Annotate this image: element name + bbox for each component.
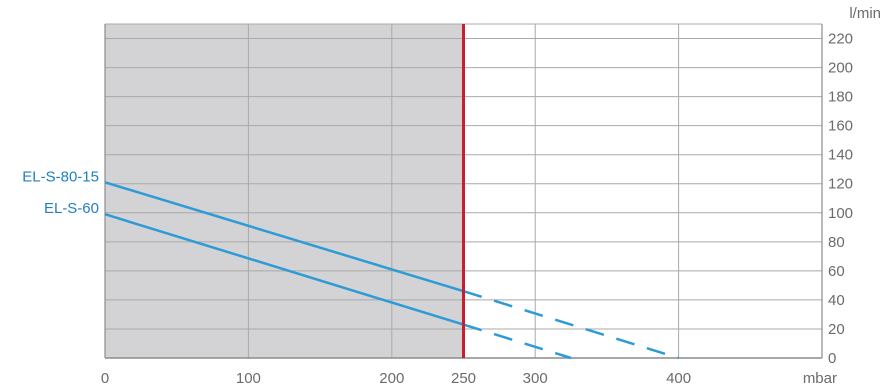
series-lines bbox=[104, 181, 679, 360]
y-tick-label-20: 20 bbox=[828, 321, 845, 338]
series-labels: EL-S-80-15 EL-S-60 bbox=[22, 168, 99, 217]
series-label-EL-S-60: EL-S-60 bbox=[44, 200, 99, 217]
x-tick-label-300: 300 bbox=[523, 370, 548, 385]
series-dashed-EL-S-80-15 bbox=[463, 290, 679, 360]
y-tick-label-140: 140 bbox=[828, 147, 853, 164]
shaded-region bbox=[105, 24, 464, 358]
x-tick-label-250: 250 bbox=[451, 370, 476, 385]
series-dashed-EL-S-60 bbox=[463, 323, 572, 360]
y-tick-label-160: 160 bbox=[828, 118, 853, 135]
y-tick-label-60: 60 bbox=[828, 263, 845, 280]
y-tick-label-80: 80 bbox=[828, 234, 845, 251]
series-line-EL-S-80-15 bbox=[104, 181, 464, 293]
y-tick-label-0: 0 bbox=[828, 350, 836, 367]
y-tick-label-220: 220 bbox=[828, 31, 853, 48]
series-line-EL-S-60 bbox=[104, 213, 464, 326]
x-tick-label-400: 400 bbox=[666, 370, 691, 385]
x-tick-label-200: 200 bbox=[379, 370, 404, 385]
y-tick-label-40: 40 bbox=[828, 292, 845, 309]
y-tick-label-120: 120 bbox=[828, 176, 853, 193]
y-tick-label-200: 200 bbox=[828, 60, 853, 77]
y-tick-label-180: 180 bbox=[828, 89, 853, 106]
series-label-EL-S-80-15: EL-S-80-15 bbox=[22, 168, 99, 185]
x-axis-unit: mbar bbox=[803, 370, 837, 385]
y-tick-labels: 0 20 40 60 80 100 120 140 160 180 200 220 bbox=[828, 31, 853, 367]
y-tick-label-100: 100 bbox=[828, 205, 853, 222]
y-axis-unit: l/min bbox=[849, 5, 881, 22]
x-tick-label-100: 100 bbox=[236, 370, 261, 385]
x-tick-labels: 0 100 200 250 300 400 bbox=[101, 370, 691, 385]
x-tick-label-0: 0 bbox=[101, 370, 109, 385]
